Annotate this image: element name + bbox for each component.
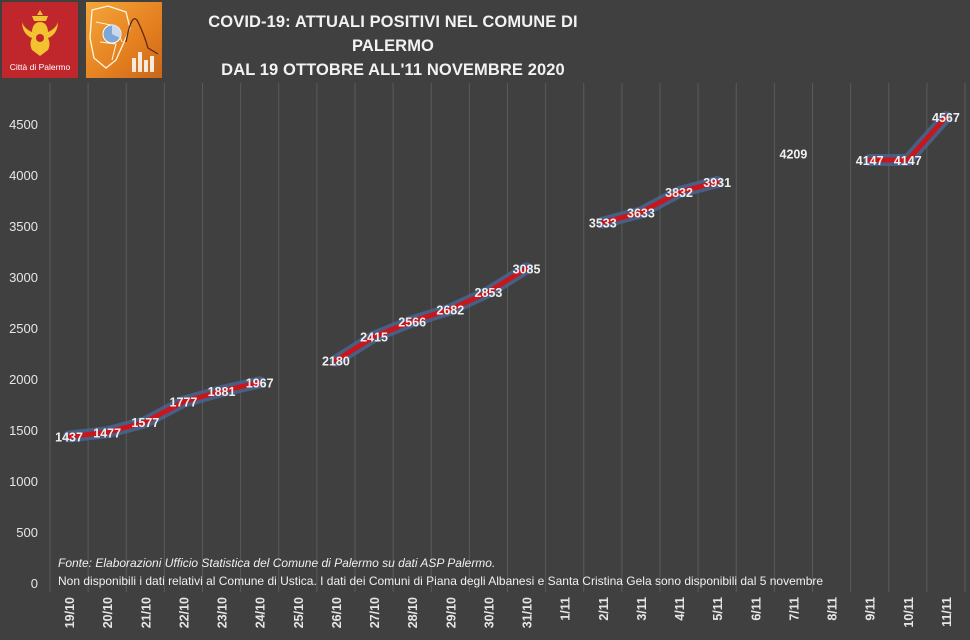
data-label: 2415: [360, 331, 388, 345]
data-label: 4209: [780, 148, 808, 162]
y-tick-label: 500: [16, 525, 38, 540]
y-tick-label: 4000: [9, 168, 38, 183]
chart-title: COVID-19: ATTUALI POSITIVI NEL COMUNE DI…: [168, 10, 618, 82]
data-label: 3832: [665, 186, 693, 200]
x-tick-label: 21/10: [139, 597, 153, 628]
data-note-footnote: Non disponibili i dati relativi al Comun…: [58, 574, 824, 588]
source-footnote: Fonte: Elaborazioni Ufficio Statistica d…: [58, 556, 496, 570]
y-tick-label: 1000: [9, 474, 38, 489]
data-label: 1437: [55, 430, 83, 444]
y-axis: 0 500 1000 1500 2000 2500 3000 3500 4000 4500: [9, 117, 38, 591]
y-tick-label: 3000: [9, 270, 38, 285]
x-tick-label: 6/11: [749, 597, 763, 621]
data-label: 3085: [513, 262, 541, 276]
x-tick-label: 4/11: [673, 597, 687, 621]
x-tick-label: 2/11: [597, 597, 611, 621]
data-label: 4567: [932, 111, 960, 125]
statistics-office-logo: [86, 2, 162, 78]
x-tick-label: 20/10: [101, 597, 115, 628]
y-tick-label: 2500: [9, 321, 38, 336]
city-logo-text: Città di Palermo: [9, 62, 71, 72]
city-logo: Città di Palermo: [2, 2, 78, 78]
x-tick-label: 30/10: [482, 597, 496, 628]
x-tick-label: 27/10: [368, 597, 382, 628]
data-label: 4147: [856, 154, 884, 168]
x-tick-label: 1/11: [559, 597, 573, 621]
x-tick-label: 5/11: [711, 597, 725, 621]
y-tick-label: 2000: [9, 372, 38, 387]
chart-subtitle: DAL 19 OTTOBRE ALL'11 NOVEMBRE 2020: [221, 61, 565, 79]
x-tick-label: 9/11: [864, 597, 878, 621]
x-tick-label: 28/10: [406, 597, 420, 628]
y-tick-label: 4500: [9, 117, 38, 132]
data-label: 3533: [589, 217, 617, 231]
data-label: 1477: [93, 426, 121, 440]
line-segment: [333, 265, 530, 364]
y-tick-label: 3500: [9, 219, 38, 234]
series-line: [63, 111, 952, 443]
x-tick-label: 23/10: [216, 597, 230, 628]
grid-lines: [49, 83, 966, 592]
data-labels: 1437 1477 1577 1777 1881 1967 2180 2415 2566 2682…: [55, 111, 960, 444]
data-label: 1881: [208, 385, 236, 399]
eagle-crest-icon: [22, 10, 58, 56]
y-tick-label: 1500: [9, 423, 38, 438]
x-tick-label: 24/10: [254, 597, 268, 628]
data-label: 2682: [436, 303, 464, 317]
x-tick-label: 7/11: [787, 597, 801, 621]
data-label: 2853: [475, 286, 503, 300]
map-chart-icon: [89, 5, 159, 72]
x-axis: 19/10 20/10 21/10 22/10 23/10 24/10 25/10 26/10…: [63, 597, 954, 628]
line-segment: [600, 179, 720, 226]
data-label: 1577: [131, 416, 159, 430]
data-label: 4147: [894, 154, 922, 168]
y-tick-label: 0: [31, 576, 38, 591]
data-label: 2566: [398, 315, 426, 329]
x-tick-label: 22/10: [177, 597, 191, 628]
data-label: 1967: [246, 376, 274, 390]
chart-title-line1: COVID-19: ATTUALI POSITIVI NEL COMUNE DI…: [208, 13, 578, 55]
x-tick-label: 10/11: [902, 597, 916, 628]
data-label: 3931: [703, 176, 731, 190]
x-tick-label: 29/10: [444, 597, 458, 628]
line-segment: [867, 114, 949, 163]
x-tick-label: 26/10: [330, 597, 344, 628]
x-tick-label: 11/11: [940, 597, 954, 627]
x-tick-label: 8/11: [826, 597, 840, 621]
line-segment: [66, 379, 263, 439]
data-label: 3633: [627, 206, 655, 220]
x-tick-label: 3/11: [635, 597, 649, 621]
data-label: 2180: [322, 355, 350, 369]
data-label: 1777: [170, 396, 198, 410]
x-tick-label: 31/10: [521, 597, 535, 628]
x-tick-label: 19/10: [63, 597, 77, 628]
x-tick-label: 25/10: [292, 597, 306, 628]
